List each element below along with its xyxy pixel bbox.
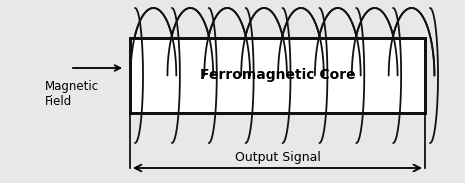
Bar [130, 38, 425, 113]
Bar [130, 38, 425, 113]
Text: Magnetic
Field: Magnetic Field [45, 80, 99, 108]
Text: Output Signal: Output Signal [234, 151, 320, 164]
Text: Ferromagnetic Core: Ferromagnetic Core [199, 68, 355, 83]
